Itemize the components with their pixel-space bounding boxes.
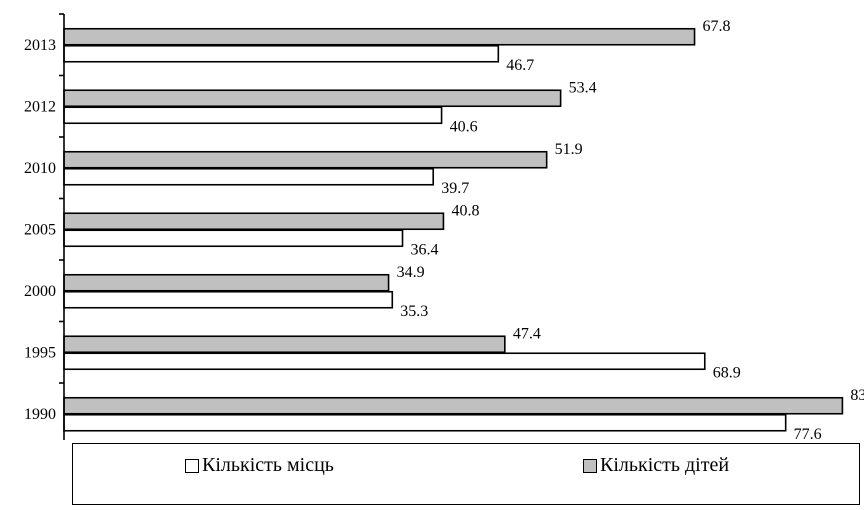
bar-children-1995 <box>63 335 506 354</box>
category-label-1990: 1990 <box>24 406 56 423</box>
category-label-2013: 2013 <box>24 37 56 54</box>
bar-places-2000 <box>63 290 394 309</box>
category-label-2010: 2010 <box>24 160 56 177</box>
data-label-places-2013: 46.7 <box>506 57 534 74</box>
data-label-children-2000: 34.9 <box>397 264 425 281</box>
data-label-children-1995: 47.4 <box>513 325 541 342</box>
bar-places-1995 <box>63 352 706 371</box>
bar-chart: 67.8 46.7 2013 53.4 40.6 2012 51.9 39.7 2010 40.8… <box>24 13 864 440</box>
bar-children-2000 <box>63 273 390 292</box>
legend-label-places: Кількість місць <box>202 454 334 476</box>
data-label-children-2010: 51.9 <box>555 141 583 158</box>
bar-children-2005 <box>63 212 445 231</box>
category-label-1995: 1995 <box>24 344 56 361</box>
data-label-places-2012: 40.6 <box>450 118 478 135</box>
chart-legend: Кількість місць Кількість дітей <box>72 443 860 505</box>
bar-places-1990 <box>63 413 787 432</box>
data-label-children-1990: 83.7 <box>850 387 864 404</box>
bar-children-2010 <box>63 150 548 169</box>
legend-label-children: Кількість дітей <box>600 454 730 476</box>
category-label-2000: 2000 <box>24 283 56 300</box>
data-label-places-2005: 36.4 <box>411 241 439 258</box>
legend-item-children: Кількість дітей <box>583 454 729 477</box>
data-label-children-2013: 67.8 <box>703 18 731 35</box>
bar-children-2013 <box>63 27 696 46</box>
data-label-places-1990: 77.6 <box>794 426 822 440</box>
bar-places-2005 <box>63 229 404 248</box>
legend-swatch-places <box>185 458 199 473</box>
data-label-children-2012: 53.4 <box>569 79 597 96</box>
category-label-2005: 2005 <box>24 221 56 238</box>
data-label-children-2005: 40.8 <box>451 202 479 219</box>
legend-item-places: Кількість місць <box>185 454 334 477</box>
bar-children-2012 <box>63 89 562 108</box>
data-label-places-1995: 68.9 <box>713 364 741 381</box>
data-label-places-2010: 39.7 <box>441 180 469 197</box>
data-label-places-2000: 35.3 <box>400 303 428 320</box>
category-label-2012: 2012 <box>24 98 56 115</box>
legend-swatch-children <box>583 458 597 473</box>
bar-children-1990 <box>63 396 844 415</box>
bar-places-2013 <box>63 44 500 63</box>
bar-places-2012 <box>63 106 443 125</box>
bar-places-2010 <box>63 167 435 186</box>
